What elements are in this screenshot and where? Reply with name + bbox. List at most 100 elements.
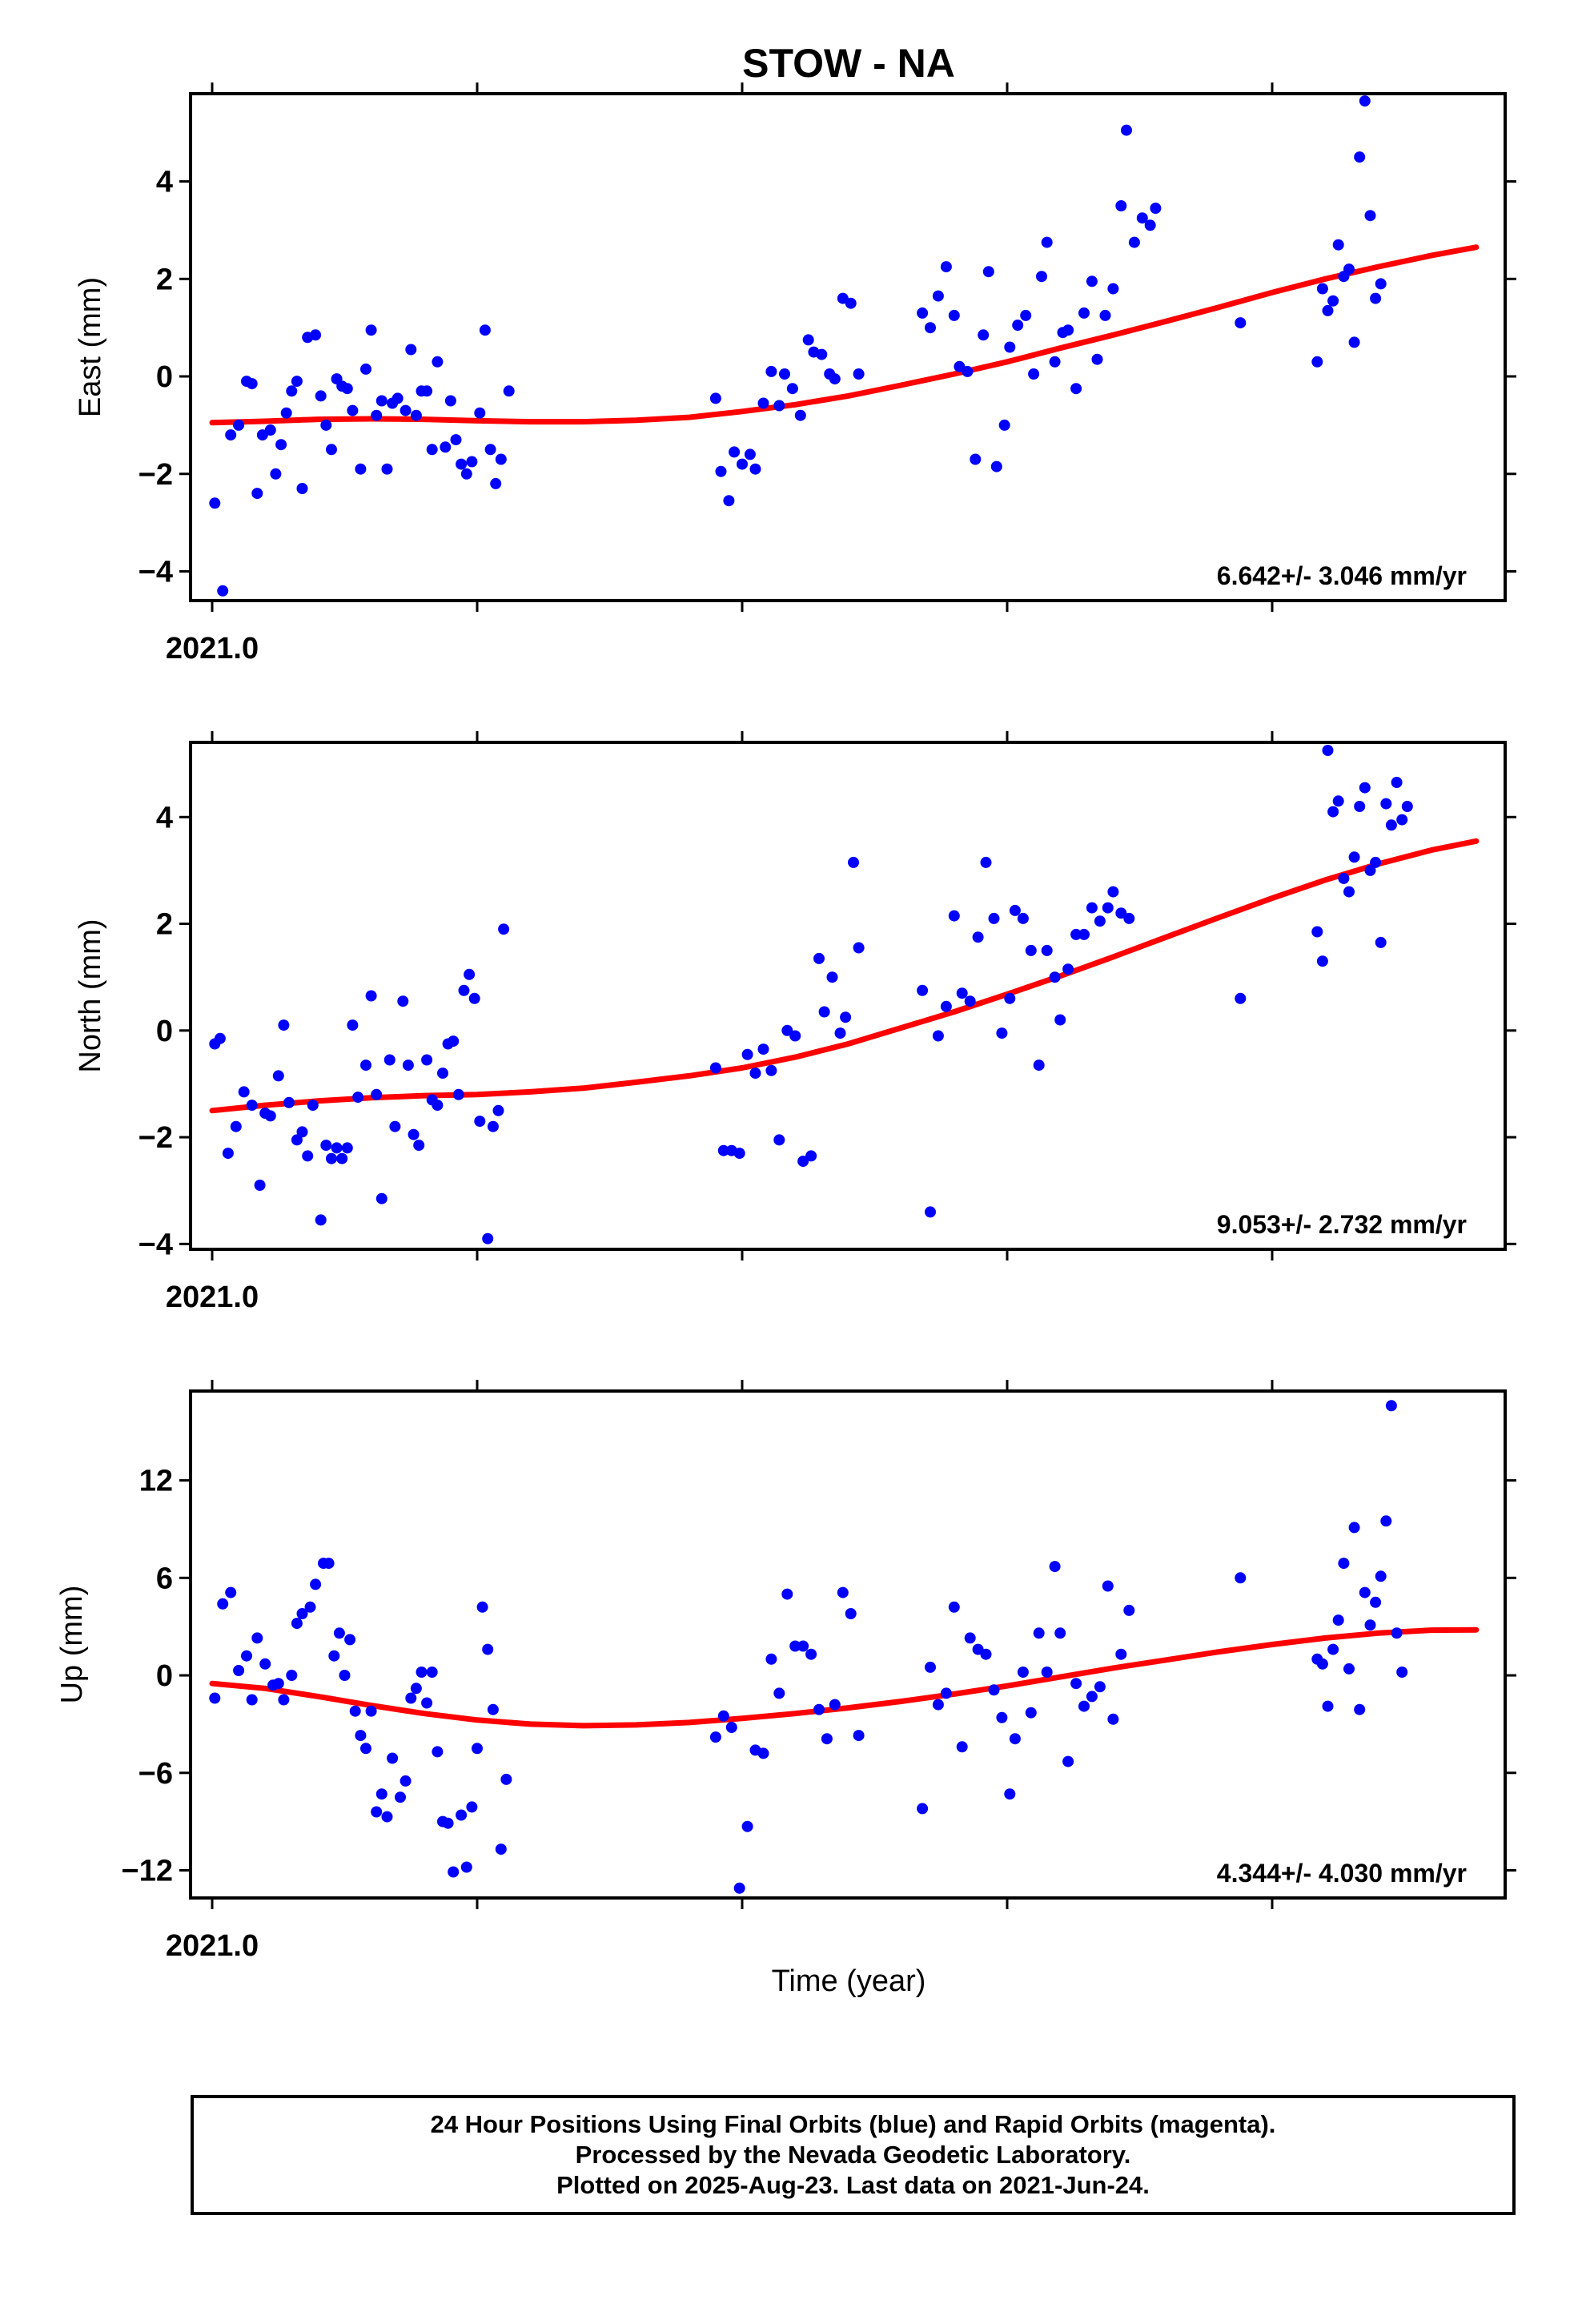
up-data-point — [1322, 1700, 1334, 1712]
east-data-point — [1020, 309, 1032, 321]
north-data-point — [458, 984, 470, 996]
up-data-point — [1359, 1586, 1371, 1598]
up-data-point — [741, 1820, 753, 1832]
north-data-point — [948, 910, 960, 922]
north-data-point — [848, 856, 859, 868]
east-data-point — [932, 290, 944, 302]
north-data-point — [1311, 926, 1323, 938]
east-data-point — [1136, 212, 1148, 224]
up-data-point — [355, 1730, 367, 1742]
north-data-point — [717, 1144, 729, 1156]
up-data-point — [495, 1844, 507, 1856]
up-x-tick-label: 2021.0 — [166, 1929, 259, 1963]
east-data-point — [757, 397, 769, 409]
east-data-point — [421, 385, 433, 397]
east-data-point — [495, 453, 507, 465]
footer-line-1: 24 Hour Positions Using Final Orbits (bl… — [430, 2110, 1276, 2138]
east-data-point — [1343, 263, 1355, 275]
east-data-point — [251, 488, 263, 500]
east-data-point — [432, 356, 444, 368]
north-y-tick-label: 2 — [156, 908, 173, 942]
north-data-point — [709, 1062, 721, 1074]
up-data-point — [286, 1670, 298, 1681]
east-data-point — [315, 390, 327, 402]
up-data-point — [805, 1648, 817, 1660]
east-data-point — [347, 404, 359, 416]
east-data-point — [998, 419, 1010, 431]
up-y-tick-label: 0 — [156, 1659, 173, 1693]
up-data-point — [1062, 1755, 1074, 1767]
up-data-point — [387, 1752, 399, 1764]
east-data-point — [466, 456, 478, 468]
up-data-point — [225, 1586, 237, 1598]
north-data-point — [238, 1086, 250, 1098]
north-data-point — [940, 1000, 952, 1012]
east-data-point — [794, 409, 806, 421]
up-data-point — [421, 1697, 433, 1709]
east-y-axis-label: East (mm) — [74, 277, 107, 417]
up-y-axis-label: Up (mm) — [55, 1586, 89, 1704]
up-data-point — [1327, 1643, 1339, 1655]
east-data-point — [360, 363, 371, 375]
east-data-point — [291, 376, 303, 388]
north-data-point — [452, 1088, 464, 1100]
east-data-point — [474, 407, 486, 419]
east-data-point — [829, 373, 841, 385]
up-data-point — [1391, 1627, 1403, 1639]
east-y-tick-label: −2 — [139, 458, 173, 492]
east-data-point — [1359, 95, 1371, 107]
up-data-point — [442, 1817, 454, 1829]
up-data-point — [476, 1601, 488, 1613]
east-data-point — [341, 383, 353, 395]
east-data-point — [773, 400, 785, 412]
up-data-point — [773, 1687, 785, 1699]
north-y-tick-label: −2 — [139, 1121, 173, 1155]
east-data-point — [286, 385, 298, 397]
north-data-point — [302, 1150, 314, 1162]
north-data-point — [264, 1110, 276, 1122]
north-data-point — [1094, 915, 1106, 927]
up-data-point — [371, 1806, 383, 1818]
north-data-point — [383, 1054, 396, 1066]
north-data-point — [448, 1035, 460, 1047]
up-data-point — [482, 1643, 494, 1655]
north-data-point — [360, 1059, 371, 1072]
east-data-point — [940, 261, 952, 273]
east-data-point — [1348, 336, 1360, 348]
up-data-point — [1017, 1667, 1029, 1678]
up-data-point — [821, 1733, 833, 1745]
north-data-point — [1070, 928, 1082, 940]
east-y-tick-label: 2 — [156, 263, 173, 296]
east-data-point — [456, 458, 468, 470]
north-data-point — [272, 1070, 284, 1082]
up-data-point — [853, 1730, 865, 1742]
east-rate-label: 6.642+/- 3.046 mm/yr — [1217, 561, 1467, 590]
up-data-point — [233, 1665, 245, 1676]
up-data-point — [1338, 1558, 1350, 1570]
east-data-point — [962, 365, 974, 377]
up-data-point — [466, 1801, 478, 1813]
east-data-point — [1150, 203, 1162, 214]
up-data-point — [246, 1694, 258, 1706]
east-data-point — [765, 365, 777, 377]
north-data-point — [826, 971, 838, 983]
up-data-point — [1115, 1648, 1127, 1660]
east-data-point — [264, 424, 276, 436]
north-data-point — [834, 1027, 846, 1039]
up-data-point — [323, 1558, 335, 1570]
up-data-point — [291, 1618, 303, 1630]
north-data-point — [1025, 944, 1037, 956]
east-data-point — [779, 368, 790, 380]
up-data-point — [310, 1578, 322, 1590]
east-y-tick-label: 4 — [156, 166, 173, 199]
up-data-point — [460, 1861, 472, 1873]
north-data-point — [389, 1120, 401, 1132]
up-data-point — [1348, 1522, 1360, 1534]
north-data-point — [789, 1030, 801, 1042]
north-data-point — [917, 984, 929, 996]
east-y-tick-label: −4 — [139, 555, 173, 589]
north-fit-line — [209, 838, 1480, 1114]
up-data-point — [1054, 1627, 1066, 1639]
up-data-point — [1004, 1788, 1016, 1800]
east-data-point — [320, 419, 332, 431]
